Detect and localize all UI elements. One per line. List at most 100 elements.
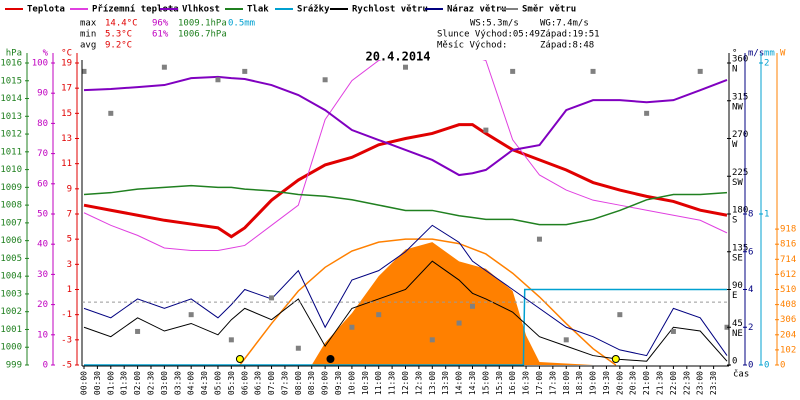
x-tick-label: 17:00 (535, 371, 544, 395)
direction-point (536, 236, 542, 242)
series-line (83, 224, 728, 357)
tick-label: 612 (780, 270, 796, 280)
x-tick-label: 13:30 (441, 371, 450, 395)
tick-label: 13 (61, 134, 72, 144)
tick-label: 360 (732, 55, 748, 65)
tick-label: 80 (37, 119, 48, 129)
tick-label: 90 (732, 281, 743, 291)
direction-point (161, 64, 167, 70)
tick-label: 510 (780, 285, 796, 295)
series-line (83, 260, 728, 362)
x-tick-label: 07:30 (280, 371, 289, 395)
compass-label: SE (732, 253, 743, 263)
x-tick-label: 15:00 (481, 371, 490, 395)
compass-label: S (732, 216, 737, 226)
series-line (83, 184, 728, 226)
compass-label: W (732, 140, 738, 150)
x-tick-label: 12:00 (401, 371, 410, 395)
tick-label: 204 (780, 330, 796, 340)
x-tick-label: 03:00 (160, 371, 169, 395)
x-tick-label: 10:30 (361, 371, 370, 395)
x-tick-label: 00:00 (80, 371, 89, 395)
x-tick-label: 14:00 (455, 371, 464, 395)
stat-temp: 14.4°C (105, 19, 138, 29)
direction-point (269, 295, 275, 301)
x-tick-label: 09:30 (334, 371, 343, 395)
tick-label: 7 (67, 210, 72, 220)
tick-label: 60 (37, 179, 48, 189)
x-tick-label: 06:00 (240, 371, 249, 395)
x-tick-label: 17:30 (548, 371, 557, 395)
x-tick-label: 12:30 (414, 371, 423, 395)
tick-label: 1015 (0, 76, 22, 86)
stat-label: max (80, 19, 97, 29)
legend-label: Náraz větru (447, 4, 507, 15)
series-line (83, 60, 728, 251)
tick-label: -5 (61, 361, 72, 371)
x-tick-label: 19:30 (602, 371, 611, 395)
tick-label: 270 (732, 130, 748, 140)
compass-label: NE (732, 329, 743, 339)
sun-marker (235, 355, 244, 363)
x-tick-label: 18:30 (575, 371, 584, 395)
tick-label: 90 (37, 89, 48, 99)
direction-point (590, 68, 596, 74)
info-moon-rise: Měsíc Východ: (437, 41, 507, 51)
axis-unit: % (43, 49, 49, 59)
direction-point (215, 77, 221, 83)
tick-label: 135 (732, 243, 748, 253)
tick-label: 1007 (0, 218, 22, 228)
stat-hum: 61% (152, 30, 169, 40)
tick-label: 40 (37, 240, 48, 250)
direction-point (295, 345, 301, 351)
tick-label: 1011 (0, 147, 22, 157)
sun-marker (611, 355, 620, 363)
direction-point (82, 68, 87, 74)
x-tick-label: 04:30 (200, 371, 209, 395)
direction-point (188, 312, 194, 318)
tick-label: 8 (748, 210, 753, 220)
x-tick-label: 19:00 (589, 371, 598, 395)
stat-temp: 5.3°C (105, 30, 132, 40)
direction-point (242, 68, 248, 74)
tick-label: 15 (61, 109, 72, 119)
tick-label: 0 (748, 361, 753, 371)
tick-label: 6 (748, 247, 753, 257)
x-tick-label: 11:30 (388, 371, 397, 395)
x-tick-label: 01:30 (120, 371, 129, 395)
x-tick-label: 08:00 (294, 371, 303, 395)
tick-label: 100 (32, 59, 48, 69)
tick-label: 180 (732, 206, 748, 216)
x-tick-label: 05:00 (213, 371, 222, 395)
compass-label: E (732, 291, 737, 301)
x-tick-label: 15:30 (495, 371, 504, 395)
x-tick-label: 04:00 (187, 371, 196, 395)
tick-label: 4 (748, 285, 753, 295)
tick-label: 11 (61, 159, 72, 169)
direction-point (228, 337, 234, 343)
stat-hum: 96% (152, 19, 169, 29)
axis-unit: W (780, 49, 786, 59)
direction-point (563, 337, 569, 343)
legend-label: Směr větru (522, 4, 576, 15)
x-tick-label: 23:30 (709, 371, 718, 395)
info-wg: WG:7.4m/s (540, 19, 589, 29)
legend-label: Srážky (297, 5, 330, 15)
legend-label: Přízemní teplota (92, 5, 179, 15)
axis-unit: m/s (748, 49, 764, 59)
direction-point (510, 68, 516, 74)
direction-point (644, 110, 650, 116)
x-tick-label: 20:00 (615, 371, 624, 395)
tick-label: 1010 (0, 165, 22, 175)
tick-label: 999 (6, 361, 22, 371)
tick-label: 3 (67, 260, 72, 270)
series-line (83, 75, 728, 177)
direction-point (670, 328, 676, 334)
stat-label: avg (80, 41, 96, 51)
tick-label: 918 (780, 225, 796, 235)
x-tick-label: 21:00 (642, 371, 651, 395)
tick-label: 1001 (0, 325, 22, 335)
tick-label: 1003 (0, 289, 22, 299)
tick-label: 2 (748, 323, 753, 333)
tick-label: 30 (37, 270, 48, 280)
